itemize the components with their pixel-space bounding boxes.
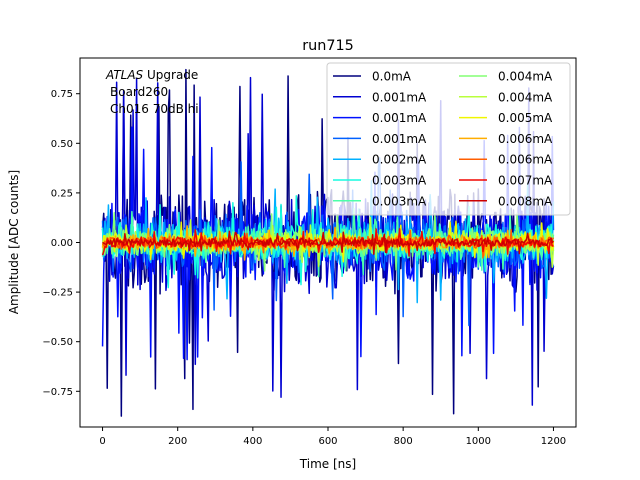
chart-title: run715 xyxy=(302,38,354,54)
legend-label: 0.001mA xyxy=(372,132,427,146)
channel-label: Ch016 70dB hi xyxy=(110,102,199,116)
board-label: Board260 xyxy=(110,85,168,99)
y-axis: −0.75 −0.50 −0.25 0.00 0.25 0.50 0.75 xyxy=(42,89,80,398)
y-tick-label: 0.75 xyxy=(51,89,73,100)
y-tick-label: −0.75 xyxy=(42,387,73,398)
y-tick-label: 0.50 xyxy=(51,139,73,150)
x-tick-label: 800 xyxy=(394,436,413,447)
legend-label: 0.003mA xyxy=(372,194,427,208)
legend-label: 0.002mA xyxy=(372,153,427,167)
plot-frame xyxy=(79,57,577,428)
legend-label: 0.004mA xyxy=(498,90,553,104)
atlas-label: ATLAS Upgrade xyxy=(105,68,198,82)
y-tick-label: −0.25 xyxy=(42,288,73,299)
x-tick-label: 400 xyxy=(243,436,262,447)
y-tick-label: −0.50 xyxy=(42,337,73,348)
legend: 0.0mA 0.001mA 0.001mA 0.001mA 0.002mA 0.003mA… xyxy=(326,62,571,216)
legend-label: 0.004mA xyxy=(498,70,553,84)
legend-label: 0.006mA xyxy=(498,132,553,146)
plot-area xyxy=(101,68,555,417)
atlas-annotation: ATLAS Upgrade Board260 Ch016 70dB hi xyxy=(105,68,199,116)
atlas-suffix-text: Upgrade xyxy=(143,68,198,82)
legend-label: 0.006mA xyxy=(498,153,553,167)
legend-label: 0.0mA xyxy=(372,70,412,84)
legend-box xyxy=(326,62,571,216)
legend-label: 0.001mA xyxy=(372,111,427,125)
series-line xyxy=(102,230,555,255)
legend-label: 0.003mA xyxy=(372,174,427,188)
x-tick-label: 1200 xyxy=(541,436,566,447)
x-tick-label: 200 xyxy=(168,436,187,447)
y-tick-label: 0.25 xyxy=(51,188,73,199)
y-axis-label: Amplitude [ADC counts] xyxy=(7,170,21,314)
legend-label: 0.008mA xyxy=(498,194,553,208)
atlas-italic-text: ATLAS xyxy=(105,68,144,82)
series-layer xyxy=(101,68,555,417)
legend-label: 0.007mA xyxy=(498,174,553,188)
x-tick-label: 600 xyxy=(318,436,337,447)
x-tick-label: 1000 xyxy=(466,436,491,447)
legend-label: 0.005mA xyxy=(498,111,553,125)
x-axis: 0 200 400 600 800 1000 1200 xyxy=(99,427,566,447)
y-tick-label: 0.00 xyxy=(51,238,73,249)
legend-label: 0.001mA xyxy=(372,90,427,104)
x-tick-label: 0 xyxy=(99,436,105,447)
x-axis-label: Time [ns] xyxy=(299,457,356,471)
